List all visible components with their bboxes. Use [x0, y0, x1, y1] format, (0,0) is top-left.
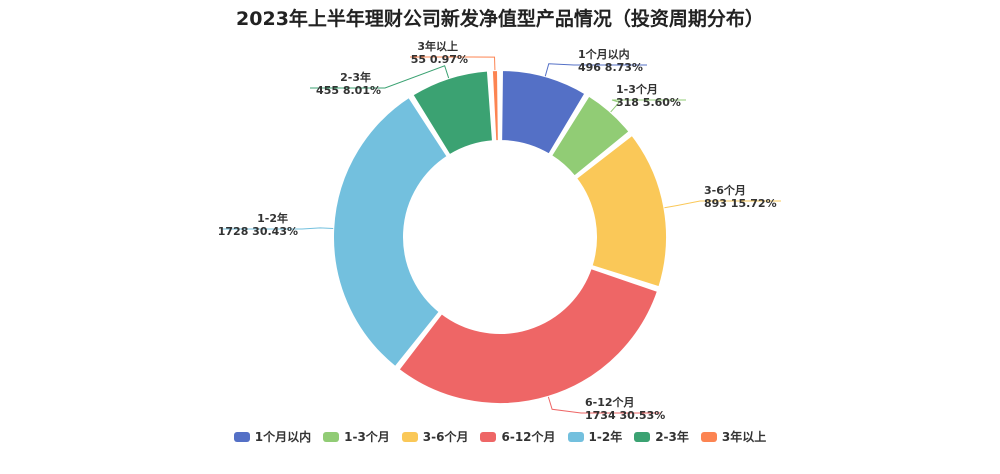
- legend-swatch: [700, 431, 717, 442]
- legend-swatch: [233, 431, 250, 442]
- legend-item-2[interactable]: 1-3个月: [323, 428, 390, 445]
- slice-label-value-1: 496 8.73%: [578, 61, 643, 74]
- leader-line-6: [310, 65, 450, 89]
- leader-line-1: [544, 63, 647, 77]
- slice-label-value-5: 1728 30.43%: [218, 225, 298, 238]
- leader-line-4: [547, 396, 661, 414]
- legend-label: 6-12个月: [501, 430, 556, 444]
- legend-swatch: [480, 431, 497, 442]
- legend-item-7[interactable]: 3年以上: [700, 428, 767, 445]
- legend-label: 1-3个月: [344, 430, 390, 444]
- slice-6[interactable]: [411, 69, 495, 157]
- legend-label: 1-2年: [588, 430, 623, 444]
- legend-item-3[interactable]: 3-6个月: [401, 428, 469, 445]
- leader-line-3: [664, 200, 781, 209]
- slice-label-name-6: 2-3年: [340, 70, 371, 84]
- legend-item-1[interactable]: 1个月以内: [233, 428, 312, 445]
- slice-label-name-3: 3-6个月: [704, 183, 746, 197]
- slice-2[interactable]: [550, 94, 631, 178]
- leader-line-7: [410, 56, 496, 71]
- legend-label: 2-3年: [655, 430, 689, 444]
- slice-4[interactable]: [397, 267, 659, 405]
- slice-label-name-2: 1-3个月: [616, 82, 658, 96]
- slice-label-value-7: 55 0.97%: [411, 53, 468, 66]
- chart-title: 2023年上半年理财公司新发净值型产品情况（投资周期分布）: [236, 8, 764, 30]
- slice-5[interactable]: [332, 95, 449, 369]
- slice-label-value-6: 455 8.01%: [316, 84, 381, 97]
- legend-label: 1个月以内: [254, 430, 312, 444]
- legend-swatch: [401, 431, 418, 442]
- slice-label-value-3: 893 15.72%: [704, 197, 777, 210]
- slice-3[interactable]: [574, 133, 668, 289]
- legend-swatch: [634, 431, 651, 442]
- slice-label-name-4: 6-12个月: [585, 395, 635, 409]
- legend-item-4[interactable]: 6-12个月: [480, 428, 556, 445]
- slice-label-name-5: 1-2年: [257, 211, 288, 225]
- leader-line-2: [610, 99, 686, 113]
- legend-item-6[interactable]: 2-3年: [634, 428, 689, 445]
- slice-label-value-2: 318 5.60%: [616, 96, 681, 109]
- legend-label: 3-6个月: [422, 430, 469, 444]
- legend-item-5[interactable]: 1-2年: [567, 428, 623, 445]
- leader-line-5: [222, 227, 334, 230]
- legend-label: 3年以上: [721, 430, 767, 444]
- slice-label-name-7: 3年以上: [417, 39, 458, 53]
- slice-label-name-1: 1个月以内: [578, 47, 630, 61]
- legend-swatch: [567, 431, 584, 442]
- slice-7[interactable]: [490, 69, 500, 143]
- slice-1[interactable]: [500, 69, 587, 156]
- slice-label-value-4: 1734 30.53%: [585, 409, 665, 422]
- legend-swatch: [323, 431, 340, 442]
- chart-legend: 1个月以内 1-3个月 3-6个月 6-12个月 1-2年 2-3年 3年以上: [0, 428, 1000, 445]
